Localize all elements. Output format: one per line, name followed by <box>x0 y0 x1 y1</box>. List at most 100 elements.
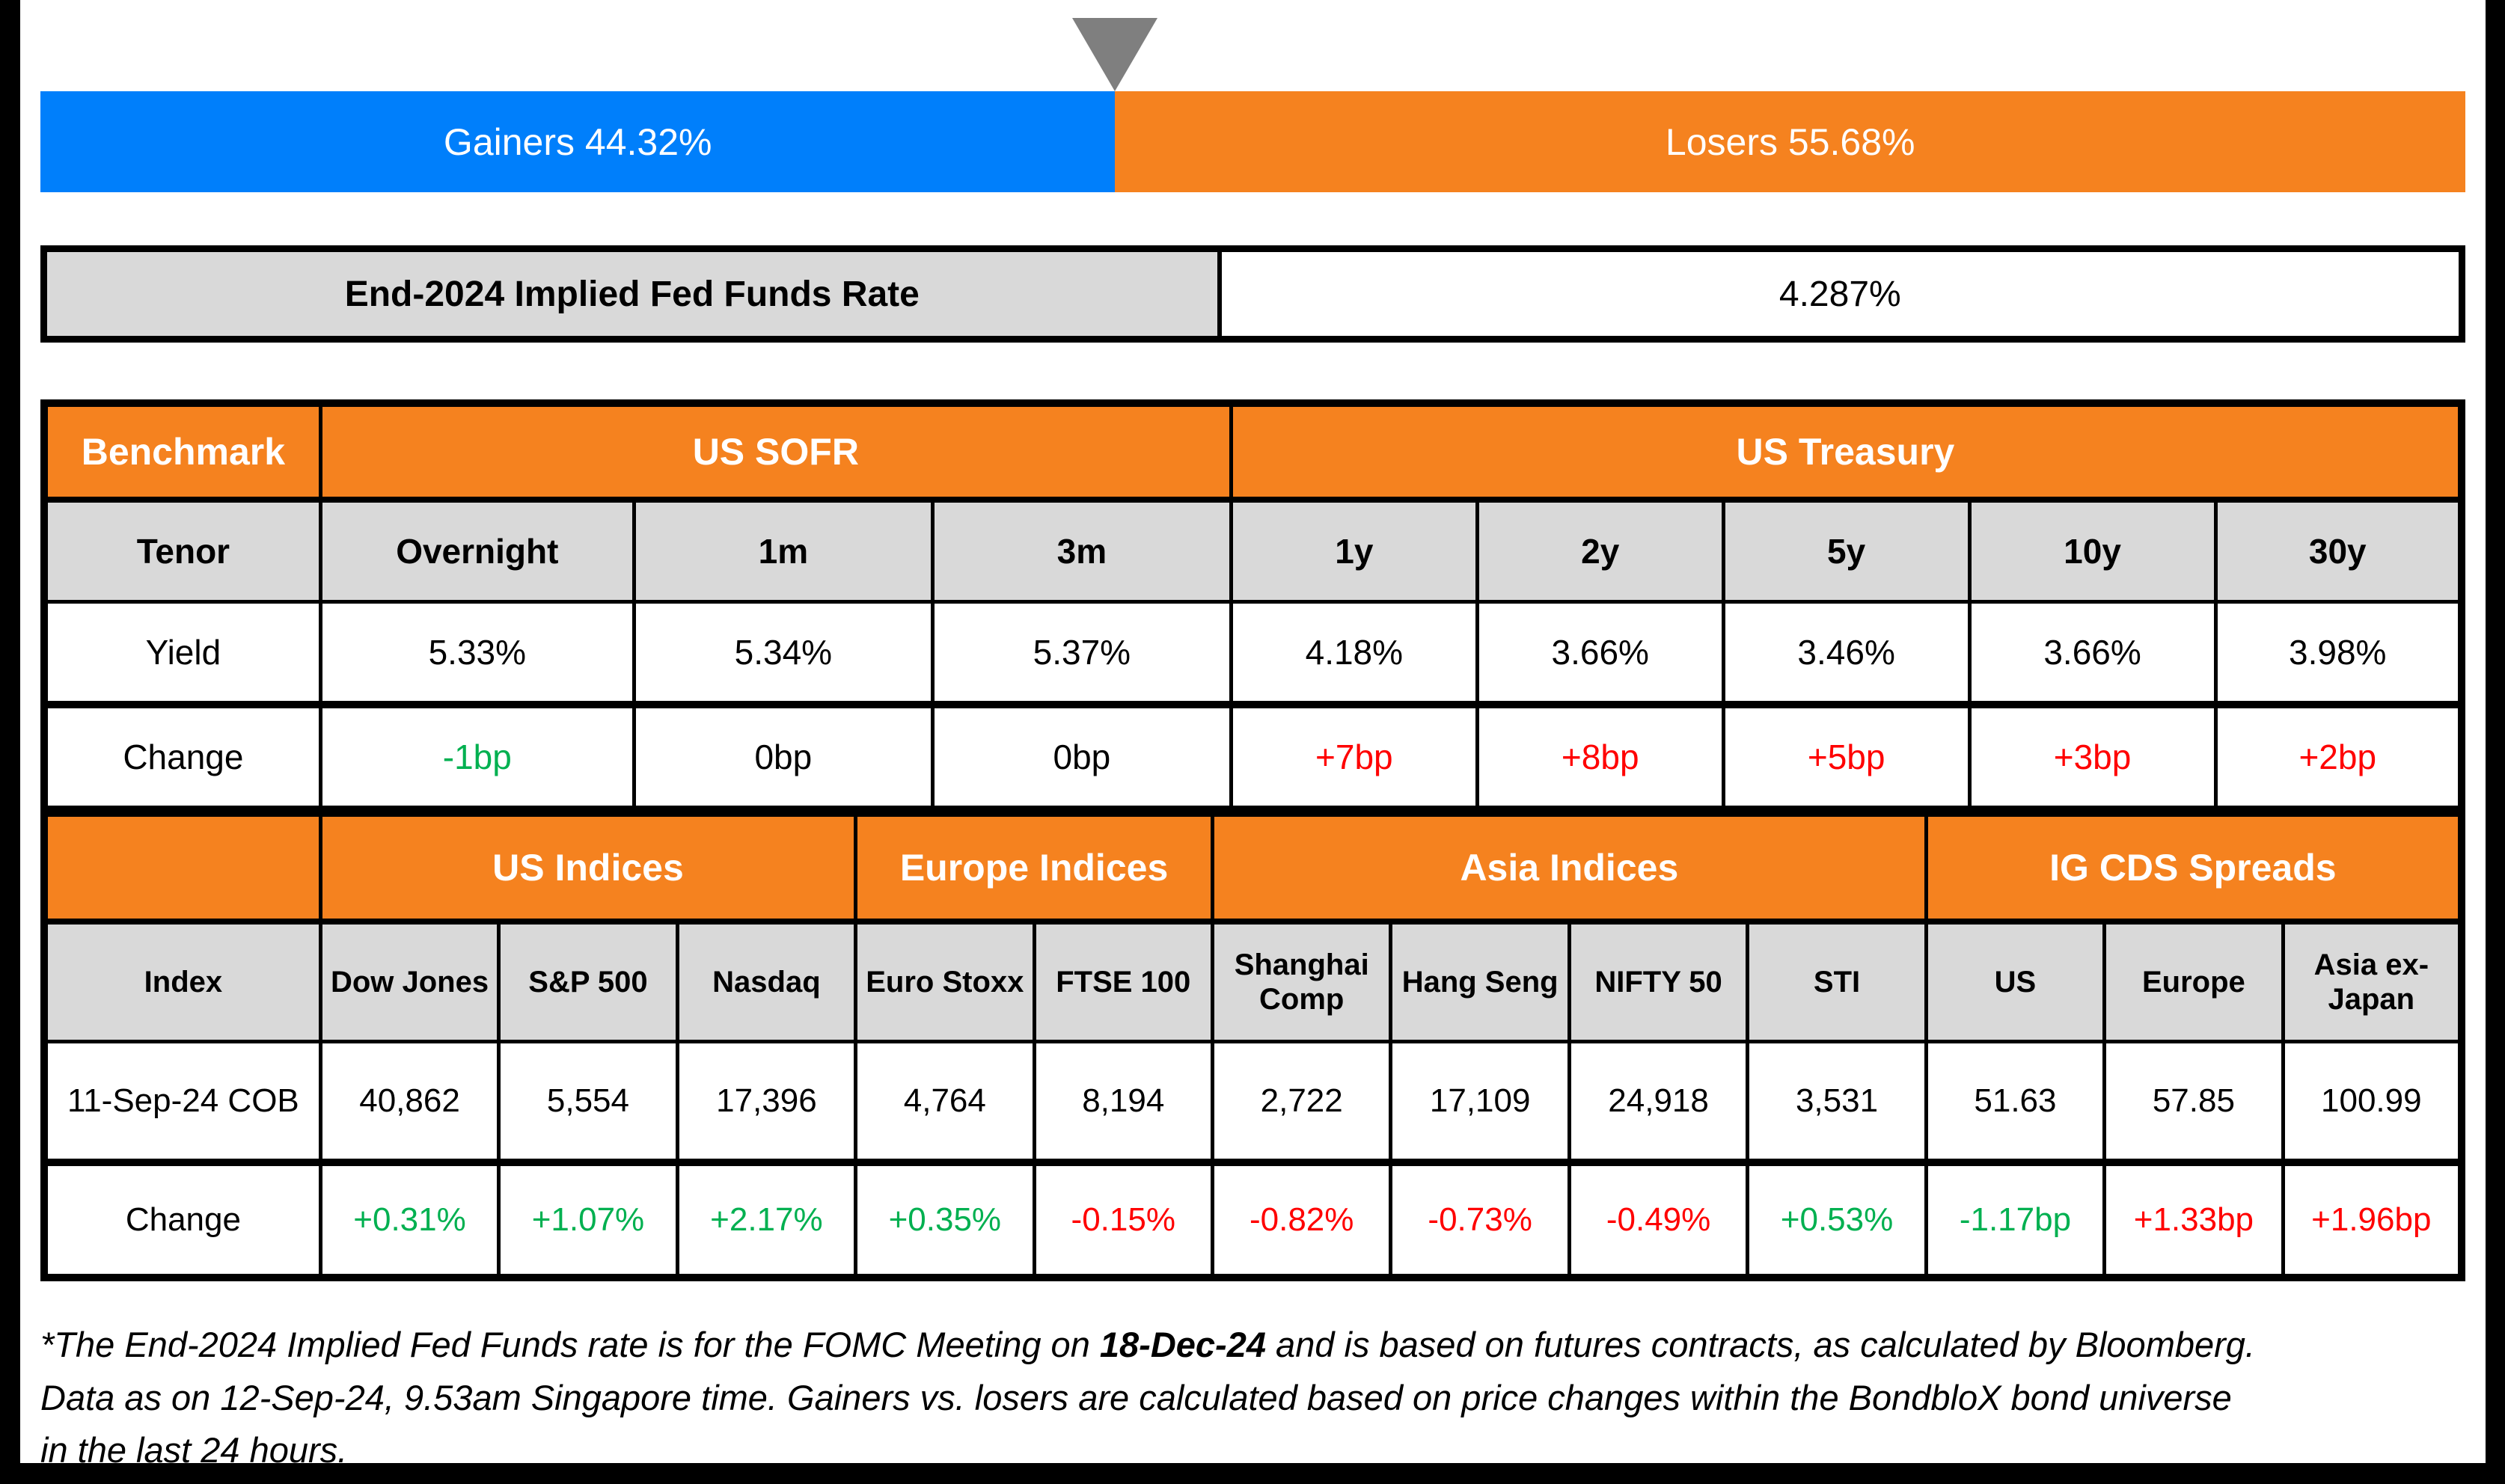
asia-indices-group-header: Asia Indices <box>1210 809 1928 925</box>
index-name-cell: Euro Stoxx <box>854 919 1036 1043</box>
yield-cell: 4.18% <box>1229 600 1479 707</box>
footnote-date-bold: 18-Dec-24 <box>1099 1325 1266 1364</box>
yield-cell: 3.98% <box>2213 600 2464 707</box>
index-value-cell: 51.63 <box>1924 1040 2107 1165</box>
benchmark-header-row: Benchmark US SOFR US Treasury <box>42 401 2464 503</box>
tenor-cell: 2y <box>1475 497 1725 604</box>
tenor-cell: 10y <box>1967 497 2218 604</box>
index-change-cell: +1.33bp <box>2102 1159 2285 1280</box>
index-name-cell: Hang Seng <box>1389 919 1571 1043</box>
yield-change-cell: +3bp <box>1967 701 2218 809</box>
index-change-cell: +0.31% <box>318 1159 501 1280</box>
yield-change-cell: +2bp <box>2213 701 2464 809</box>
tenor-cell: 1m <box>631 497 935 604</box>
index-value-cell: 100.99 <box>2281 1040 2464 1165</box>
tenor-cell: Overnight <box>318 497 636 604</box>
yield-change-cell: +7bp <box>1229 701 1479 809</box>
index-value-cell: 17,396 <box>675 1040 858 1165</box>
indices-table: US Indices Europe Indices Asia Indices I… <box>40 809 2465 1281</box>
yield-change-cell: -1bp <box>318 701 636 809</box>
indices-corner-header <box>42 809 322 925</box>
gainers-losers-bar: Gainers 44.32% Losers 55.68% <box>40 91 2465 192</box>
us-treasury-group-header: US Treasury <box>1229 401 2464 503</box>
footnote: *The End-2024 Implied Fed Funds rate is … <box>40 1319 2255 1470</box>
yield-change-cell: +8bp <box>1475 701 1725 809</box>
yield-cell: 5.37% <box>930 600 1233 707</box>
index-change-cell: -0.15% <box>1032 1159 1214 1280</box>
index-value-cell: 8,194 <box>1032 1040 1214 1165</box>
ig-cds-group-header: IG CDS Spreads <box>1924 809 2464 925</box>
index-value-cell: 17,109 <box>1389 1040 1571 1165</box>
benchmark-table: Benchmark US SOFR US Treasury Tenor Over… <box>40 399 2465 809</box>
benchmark-change-row-label: Change <box>42 701 322 809</box>
index-value-cell: 4,764 <box>854 1040 1036 1165</box>
yield-cell: 5.33% <box>318 600 636 707</box>
index-change-cell: +0.35% <box>854 1159 1036 1280</box>
gauge-marker-row <box>40 0 2465 91</box>
footnote-text-pre: *The End-2024 Implied Fed Funds rate is … <box>40 1325 1100 1364</box>
index-change-cell: -1.17bp <box>1924 1159 2107 1280</box>
index-value-cell: 57.85 <box>2102 1040 2285 1165</box>
yield-change-cell: +5bp <box>1721 701 1972 809</box>
yield-change-cell: 0bp <box>631 701 935 809</box>
index-row-label: Index <box>42 919 322 1043</box>
tenor-cell: 30y <box>2213 497 2464 604</box>
indices-change-row: Change +0.31% +1.07% +2.17% +0.35% -0.15… <box>42 1159 2464 1280</box>
index-name-cell: FTSE 100 <box>1032 919 1214 1043</box>
yield-cell: 3.66% <box>1967 600 2218 707</box>
index-name-cell: Dow Jones <box>318 919 501 1043</box>
index-name-cell: US <box>1924 919 2107 1043</box>
index-name-row: Index Dow Jones S&P 500 Nasdaq Euro Stox… <box>42 919 2464 1043</box>
index-date-label: 11-Sep-24 COB <box>42 1040 322 1165</box>
tenor-cell: 5y <box>1721 497 1972 604</box>
fed-funds-strip: End-2024 Implied Fed Funds Rate 4.287% <box>40 245 2465 343</box>
yield-cell: 5.34% <box>631 600 935 707</box>
index-value-cell: 40,862 <box>318 1040 501 1165</box>
benchmark-corner-header: Benchmark <box>42 401 322 503</box>
yield-change-cell: 0bp <box>930 701 1233 809</box>
footnote-text-post: and is based on futures contracts, as ca… <box>40 1325 2255 1470</box>
tenor-cell: 1y <box>1229 497 1479 604</box>
fed-funds-value: 4.287% <box>1221 252 2459 336</box>
index-name-cell: Nasdaq <box>675 919 858 1043</box>
gauge-marker <box>1072 18 1158 91</box>
tenor-cell: 3m <box>930 497 1233 604</box>
yield-cell: 3.46% <box>1721 600 1972 707</box>
index-change-cell: -0.49% <box>1567 1159 1750 1280</box>
index-change-cell: -0.82% <box>1210 1159 1393 1280</box>
us-indices-group-header: US Indices <box>318 809 858 925</box>
europe-indices-group-header: Europe Indices <box>854 809 1214 925</box>
losers-label: Losers 55.68% <box>1665 120 1915 163</box>
index-name-cell: S&P 500 <box>497 919 679 1043</box>
indices-header-row: US Indices Europe Indices Asia Indices I… <box>42 809 2464 925</box>
us-sofr-group-header: US SOFR <box>318 401 1233 503</box>
index-value-cell: 2,722 <box>1210 1040 1393 1165</box>
tenor-row-label: Tenor <box>42 497 322 604</box>
index-change-cell: -0.73% <box>1389 1159 1571 1280</box>
index-change-cell: +2.17% <box>675 1159 858 1280</box>
index-name-cell: NIFTY 50 <box>1567 919 1750 1043</box>
index-change-cell: +1.96bp <box>2281 1159 2464 1280</box>
index-name-cell: Shanghai Comp <box>1210 919 1393 1043</box>
index-value-row: 11-Sep-24 COB 40,862 5,554 17,396 4,764 … <box>42 1040 2464 1165</box>
yield-row-label: Yield <box>42 600 322 707</box>
gainers-segment: Gainers 44.32% <box>40 91 1116 192</box>
gainers-label: Gainers 44.32% <box>443 120 712 163</box>
index-change-cell: +0.53% <box>1746 1159 1928 1280</box>
yield-row: Yield 5.33% 5.34% 5.37% 4.18% 3.66% 3.46… <box>42 600 2464 707</box>
index-value-cell: 24,918 <box>1567 1040 1750 1165</box>
page-content: Gainers 44.32% Losers 55.68% End-2024 Im… <box>20 0 2486 1470</box>
indices-change-row-label: Change <box>42 1159 322 1280</box>
yield-cell: 3.66% <box>1475 600 1725 707</box>
index-change-cell: +1.07% <box>497 1159 679 1280</box>
index-name-cell: Asia ex-Japan <box>2281 919 2464 1043</box>
index-value-cell: 3,531 <box>1746 1040 1928 1165</box>
benchmark-change-row: Change -1bp 0bp 0bp +7bp +8bp +5bp +3bp … <box>42 701 2464 809</box>
fed-funds-label: End-2024 Implied Fed Funds Rate <box>47 252 1222 336</box>
index-name-cell: STI <box>1746 919 1928 1043</box>
losers-segment: Losers 55.68% <box>1115 91 2465 192</box>
tenor-row: Tenor Overnight 1m 3m 1y 2y 5y 10y 30y <box>42 497 2464 604</box>
index-name-cell: Europe <box>2102 919 2285 1043</box>
index-value-cell: 5,554 <box>497 1040 679 1165</box>
